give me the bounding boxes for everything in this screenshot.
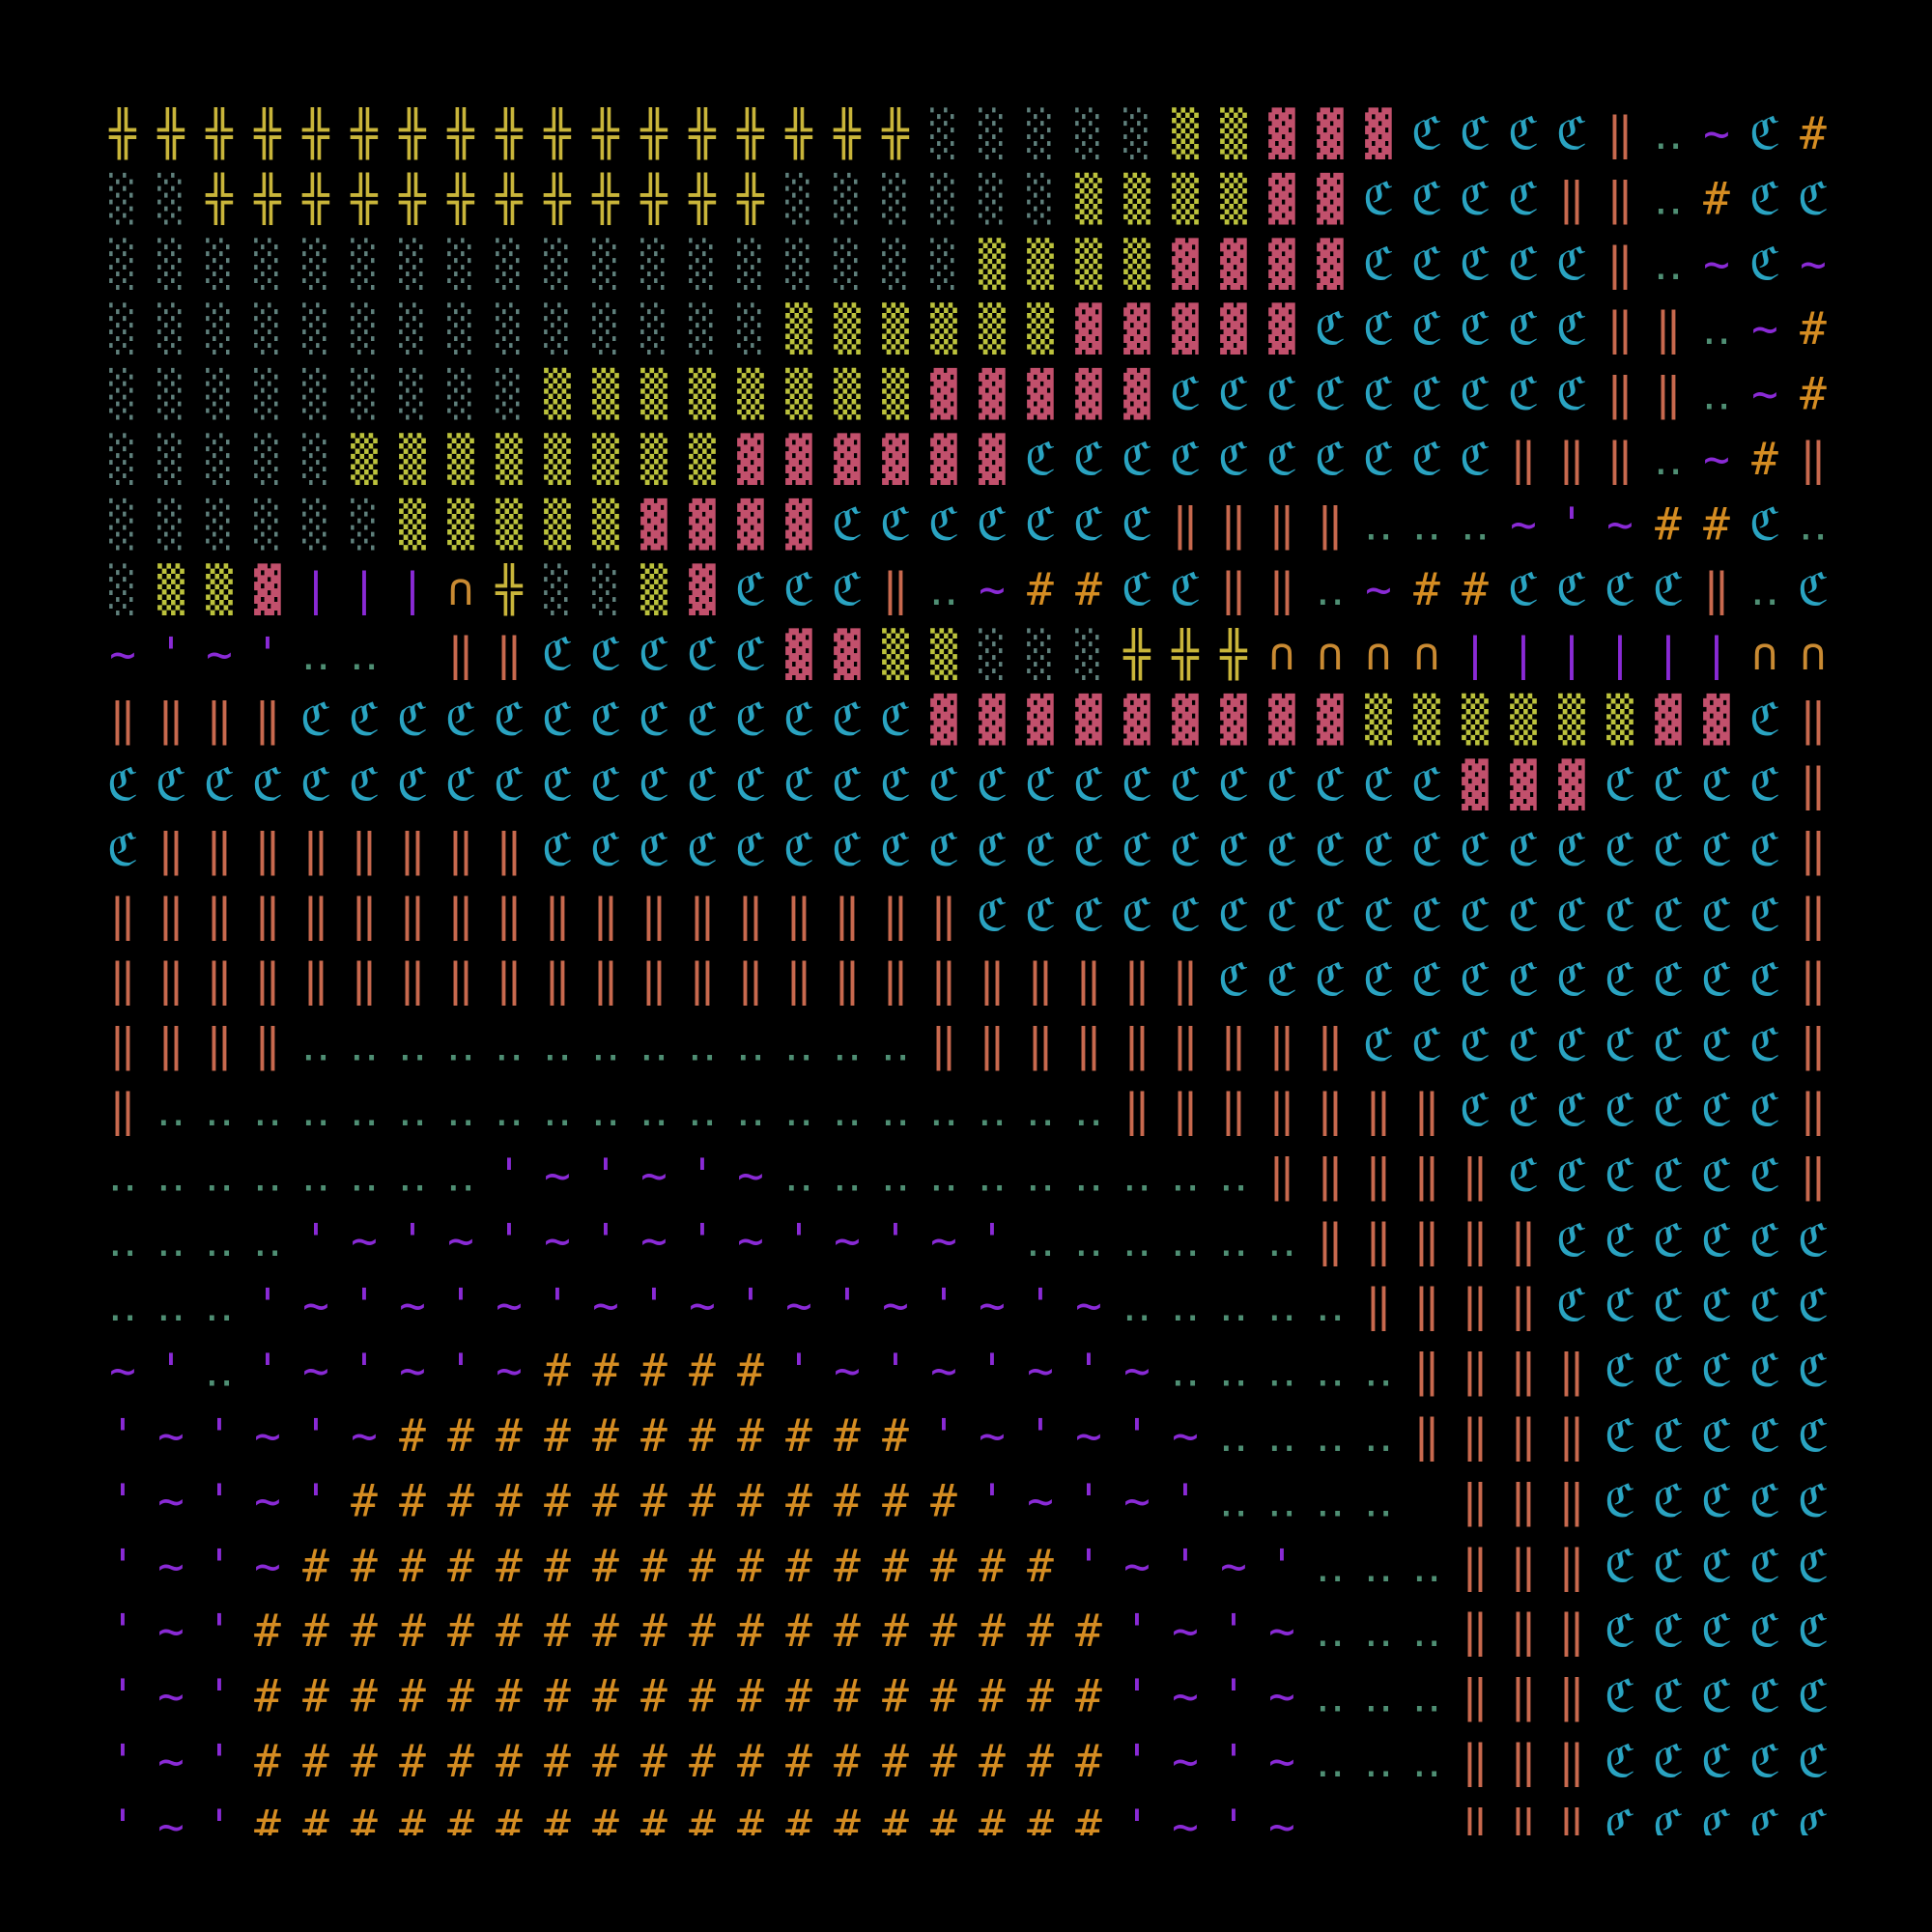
map-row: ‖‖‖‖ ‥‥‥‥‥‥‥‥‥‥‥‥‥ ‖‖‖‖‖‖‖‖‖ ℭℭℭℭℭℭℭℭℭ ‖: [109, 1019, 1827, 1072]
glyph-run: ‥: [1799, 497, 1829, 550]
glyph-run: ‥: [1654, 107, 1684, 159]
glyph-run: ‖‖‖: [1510, 433, 1634, 486]
glyph-run: ~: [1703, 238, 1730, 290]
glyph-run: ~: [979, 563, 1006, 615]
glyph-run: ℭ: [1749, 238, 1780, 290]
glyph-run: ~: [1703, 107, 1730, 159]
glyph-run: ℭℭℭℭℭℭℭ: [832, 497, 1152, 550]
glyph-run: ‥: [929, 563, 959, 615]
glyph-run: ‥: [1316, 563, 1346, 615]
glyph-run: #: [1703, 172, 1730, 224]
glyph-run: ‥‥‥: [1316, 1540, 1442, 1592]
glyph-run: ℭ: [1749, 694, 1780, 746]
glyph-run: ▓▓▓: [1268, 107, 1392, 160]
glyph-run: '~': [109, 1670, 233, 1722]
glyph-run: ‥‥‥: [1316, 1605, 1442, 1657]
glyph-run: '~': [109, 1735, 233, 1787]
glyph-run: ‥: [1654, 238, 1684, 290]
glyph-run: ‖: [1800, 1084, 1827, 1137]
glyph-run: ▓: [689, 563, 716, 616]
glyph-run: ‖: [1800, 433, 1827, 486]
glyph-run: ∩: [447, 563, 474, 615]
glyph-run: ░░░░░░░░░: [109, 368, 523, 421]
glyph-run: ‖: [1606, 107, 1634, 160]
glyph-run: ~: [1751, 368, 1778, 420]
glyph-run: ‖‖‖‖‖‖‖‖‖: [930, 1019, 1344, 1072]
glyph-run: ‖‖‖: [1462, 1540, 1585, 1593]
glyph-run: #: [1800, 107, 1827, 159]
glyph-run: ‥‥‥: [1316, 1735, 1442, 1787]
glyph-run: ‥‥‥‥‥‥‥‥‥‥‥‥‥: [301, 1019, 911, 1071]
glyph-run: ‖: [1800, 823, 1827, 876]
glyph-run: #: [1800, 368, 1827, 420]
glyph-run: ╬: [495, 562, 523, 616]
glyph-run: ░: [109, 563, 136, 616]
glyph-run: ℭℭℭℭℭℭℭℭℭℭℭℭℭ: [300, 694, 911, 746]
glyph-run: ~: [1751, 302, 1778, 355]
glyph-run: ‖: [1800, 1019, 1827, 1072]
glyph-run: ‖: [1703, 563, 1730, 616]
glyph-run: ╬╬╬: [1122, 627, 1247, 681]
glyph-run: ‖‖‖: [1462, 1670, 1585, 1723]
glyph-run: ℭ: [107, 823, 138, 875]
glyph-run: ‥: [1654, 433, 1684, 485]
glyph-run: '~': [109, 1800, 233, 1852]
glyph-run: ▓: [254, 563, 281, 616]
glyph-run: ℭℭℭℭℭℭℭℭℭ: [1363, 1019, 1780, 1071]
glyph-run: ℭ: [1749, 107, 1780, 159]
glyph-run: '~'~'~'~'~'~'~': [302, 1214, 1006, 1266]
glyph-run: ~: [1800, 238, 1827, 290]
glyph-run: ‖‖‖‖‖‖‖: [1123, 1084, 1440, 1137]
glyph-run: ▓▓▓: [1462, 758, 1585, 811]
glyph-run: ‥: [1654, 172, 1684, 224]
glyph-run: ‥: [1702, 368, 1732, 420]
glyph-run: ‥‥‥: [1364, 497, 1491, 550]
glyph-run: ℭ: [1798, 563, 1829, 615]
glyph-run: ‖: [109, 1084, 136, 1137]
glyph-run: ℭℭℭℭℭℭℭ: [1460, 1084, 1780, 1136]
glyph-run: |||: [302, 563, 426, 616]
glyph-run: ‖: [1800, 953, 1827, 1007]
glyph-run: ╬╬╬╬╬╬╬╬╬╬╬╬╬╬╬╬╬: [108, 106, 909, 160]
glyph-run: ‥: [1702, 302, 1732, 355]
glyph-run: ‥‥‥: [1316, 1670, 1442, 1722]
glyph-run: ▓▓▓▓▓▓▓▓▓: [930, 694, 1344, 747]
glyph-run: ‖‖‖: [1462, 1474, 1585, 1527]
glyph-run: ‖‖‖‖‖‖‖‖‖‖‖‖‖‖‖‖‖‖‖‖‖‖‖: [109, 953, 1199, 1007]
glyph-run: ‖‖‖: [1462, 1735, 1585, 1788]
glyph-run: ‖: [1800, 889, 1827, 942]
glyph-run: ‥‥‥: [108, 1279, 235, 1331]
glyph-run: ▒: [640, 563, 668, 616]
glyph-run: ℭ: [1749, 497, 1780, 550]
glyph-run: ~: [1703, 433, 1730, 485]
glyph-run: ℭℭℭℭℭℭℭℭℭℭℭℭℭℭℭℭℭ: [977, 889, 1780, 941]
glyph-run: ‥: [205, 1345, 235, 1397]
glyph-run: ‖: [1800, 1149, 1827, 1202]
glyph-run: ℭℭℭℭℭℭℭℭℭ: [1170, 368, 1587, 420]
glyph-run: ‖: [1800, 694, 1827, 747]
glyph-run: ~'~: [1510, 497, 1634, 550]
glyph-run: ░░░: [979, 628, 1102, 681]
glyph-run: ‥‥‥: [1316, 1800, 1442, 1852]
glyph-run: '~': [109, 1605, 233, 1657]
glyph-run: #: [1800, 302, 1827, 355]
glyph-run: ℭℭℭ: [735, 563, 863, 615]
glyph-run: ‖‖‖: [1462, 1605, 1585, 1658]
glyph-run: ~: [1365, 563, 1392, 615]
glyph-run: #############: [351, 1474, 957, 1526]
glyph-run: ‥: [1750, 563, 1780, 615]
glyph-run: ‖: [1800, 758, 1827, 811]
glyph-run: ‖: [882, 563, 909, 616]
glyph-run: #: [1751, 433, 1778, 485]
glyph-run: ‖‖‖: [1462, 1800, 1585, 1853]
glyph-run: ‖: [1606, 238, 1634, 291]
